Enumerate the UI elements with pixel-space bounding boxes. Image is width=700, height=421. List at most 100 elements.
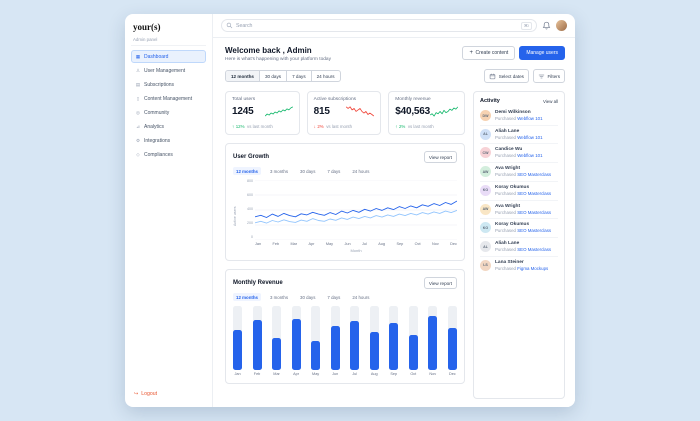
notifications-button[interactable] <box>542 21 551 30</box>
sidebar-item-subscriptions[interactable]: ▤ Subscriptions <box>131 78 206 91</box>
user-growth-view-report-button[interactable]: View report <box>423 151 457 163</box>
x-tick-label: Dec <box>448 372 456 376</box>
sidebar-nav: ▦ Dashboard ♙ User Management ▤ Subscriptions… <box>131 50 206 162</box>
sidebar-item-community[interactable]: ◎ Community <box>131 106 206 119</box>
bar-may <box>311 306 321 370</box>
search-icon <box>226 22 233 29</box>
sidebar-item-label: Integrations <box>144 137 171 144</box>
sidebar-item-user-management[interactable]: ♙ User Management <box>131 64 206 77</box>
activity-item-link[interactable]: Webflow 101 <box>517 153 543 159</box>
activity-item-link[interactable]: Webflow 101 <box>517 116 543 121</box>
activity-item: CW Candice Wu Purchased Webflow 101 <box>480 144 558 164</box>
activity-action: Purchased <box>495 228 518 234</box>
view-report-label: View report <box>428 154 452 160</box>
dashboard-content: Welcome back , Admin Here is what's happ… <box>213 38 575 407</box>
filters-label: Filters <box>547 73 560 79</box>
trend-up-icon: ↑ <box>395 124 398 129</box>
bar-fill <box>428 316 438 370</box>
activity-item-link[interactable]: Figma Mockups <box>517 265 549 271</box>
x-tick-label: Jul <box>361 242 367 246</box>
activity-user-name: Koray Okumus <box>495 184 530 190</box>
user-growth-tab-7-days[interactable]: 7 days <box>327 168 341 174</box>
activity-action: Purchased <box>495 209 518 215</box>
x-tick-label: Apr <box>308 242 315 246</box>
bar-fill <box>233 330 242 370</box>
activity-item-link[interactable]: SEO Masterclass <box>517 190 552 196</box>
user-growth-tab-12-months[interactable]: 12 months <box>233 167 261 175</box>
activity-item-link[interactable]: SEO Masterclass <box>517 228 552 234</box>
monthly-revenue-tab-30-days[interactable]: 30 days <box>300 294 316 300</box>
monthly-revenue-view-report-button[interactable]: View report <box>423 277 457 289</box>
activity-action: Purchased <box>495 265 518 271</box>
range-tab-12-months[interactable]: 12 months <box>226 71 259 81</box>
stat-delta-value: 2% <box>317 124 324 129</box>
avatar: CW <box>480 147 491 159</box>
main-column: Total users 1245 ↑ 12% vs last month Active s… <box>225 91 465 399</box>
x-tick-label: Feb <box>272 242 280 246</box>
y-tick-label: 800 <box>247 179 253 183</box>
activity-title: Activity <box>480 98 500 104</box>
dashboard-icon: ▦ <box>135 53 141 59</box>
activity-item-link[interactable]: Webflow 101 <box>517 134 543 140</box>
sidebar-item-compliances[interactable]: ◇ Compliances <box>131 148 206 161</box>
activity-item: LS Lana Steiner Purchased Figma Mockups <box>480 257 558 275</box>
search-bar[interactable]: ⌘/ <box>221 19 537 32</box>
avatar: KO <box>480 222 491 234</box>
user-growth-tabs: 12 months 3 months 30 days 7 days 24 hours <box>233 167 457 175</box>
user-avatar[interactable] <box>556 20 567 31</box>
sidebar-item-dashboard[interactable]: ▦ Dashboard <box>131 50 206 63</box>
activity-action: Purchased <box>495 153 518 159</box>
user-growth-chart: Active users 800 600 400 200 0 Jan Feb Mar Apr M… <box>233 179 457 253</box>
line-series-last-year <box>255 209 457 224</box>
bar-fill <box>272 338 282 370</box>
sidebar-item-content-management[interactable]: ▯ Content Management <box>131 92 206 105</box>
stat-delta: ↑ 2% vs last month <box>395 124 458 129</box>
avatar: AW <box>480 203 491 215</box>
stat-delta-note: vs last month <box>326 124 353 129</box>
activity-action: Purchased <box>495 134 518 140</box>
sidebar-item-analytics[interactable]: ⊿ Analytics <box>131 120 206 133</box>
y-axis-ticks: 800 600 400 200 0 <box>242 179 253 240</box>
activity-user-name: Aliah Lane <box>495 241 520 247</box>
y-tick-label: 600 <box>247 193 253 198</box>
user-growth-tab-3-months[interactable]: 3 months <box>269 168 289 174</box>
x-tick-label: Mar <box>273 372 280 376</box>
search-input[interactable] <box>236 22 518 29</box>
stat-sparkline <box>346 106 375 117</box>
range-tab-7-days[interactable]: 7 days <box>286 71 311 81</box>
integrations-icon: ⚙ <box>135 137 141 143</box>
monthly-revenue-tab-24-hours[interactable]: 24 hours <box>352 294 370 300</box>
monthly-revenue-tab-3-months[interactable]: 3 months <box>269 294 289 300</box>
monthly-revenue-tab-12-months[interactable]: 12 months <box>233 293 261 301</box>
user-growth-tab-30-days[interactable]: 30 days <box>300 168 316 174</box>
filters-button[interactable]: Filters <box>532 69 565 83</box>
activity-item: AL Aliah Lane Purchased SEO Masterclass <box>480 238 558 257</box>
monthly-revenue-tabs: 12 months 3 months 30 days 7 days 24 hours <box>233 293 457 301</box>
stat-delta-value: 12% <box>235 124 245 129</box>
x-axis-label: Month <box>350 248 362 253</box>
bar-chart <box>233 306 457 370</box>
activity-item-link[interactable]: SEO Masterclass <box>517 247 552 253</box>
app-window: your(s) Admin panel ▦ Dashboard ♙ User Mana… <box>125 14 575 407</box>
user-growth-tab-24-hours[interactable]: 24 hours <box>352 168 370 174</box>
monthly-revenue-tab-7-days[interactable]: 7 days <box>327 294 341 300</box>
sidebar-item-integrations[interactable]: ⚙ Integrations <box>131 134 206 147</box>
user-growth-card: User Growth View report 12 months 3 month… <box>225 143 465 261</box>
filter-icon <box>538 74 545 78</box>
bar-jan <box>233 306 242 370</box>
x-tick-label: Nov <box>431 242 439 246</box>
logout-button[interactable]: ↪ Logout <box>131 388 206 400</box>
avatar: AW <box>480 166 491 178</box>
dashboard-columns: Total users 1245 ↑ 12% vs last month Active s… <box>225 91 565 399</box>
x-tick-label: Apr <box>293 372 300 376</box>
activity-view-all-link[interactable]: View all <box>542 98 558 104</box>
activity-item-link[interactable]: SEO Masterclass <box>517 172 552 178</box>
activity-item-link[interactable]: SEO Masterclass <box>517 209 552 215</box>
manage-users-button[interactable]: Manage users <box>519 46 565 60</box>
create-content-button[interactable]: + Create content <box>462 46 516 60</box>
app-logo: your(s) <box>133 22 161 32</box>
range-tab-30-days[interactable]: 30 days <box>258 71 286 81</box>
select-dates-button[interactable]: Select dates <box>484 69 529 83</box>
range-tab-24-hours[interactable]: 24 hours <box>310 71 340 81</box>
stat-value: 815 <box>313 105 330 117</box>
